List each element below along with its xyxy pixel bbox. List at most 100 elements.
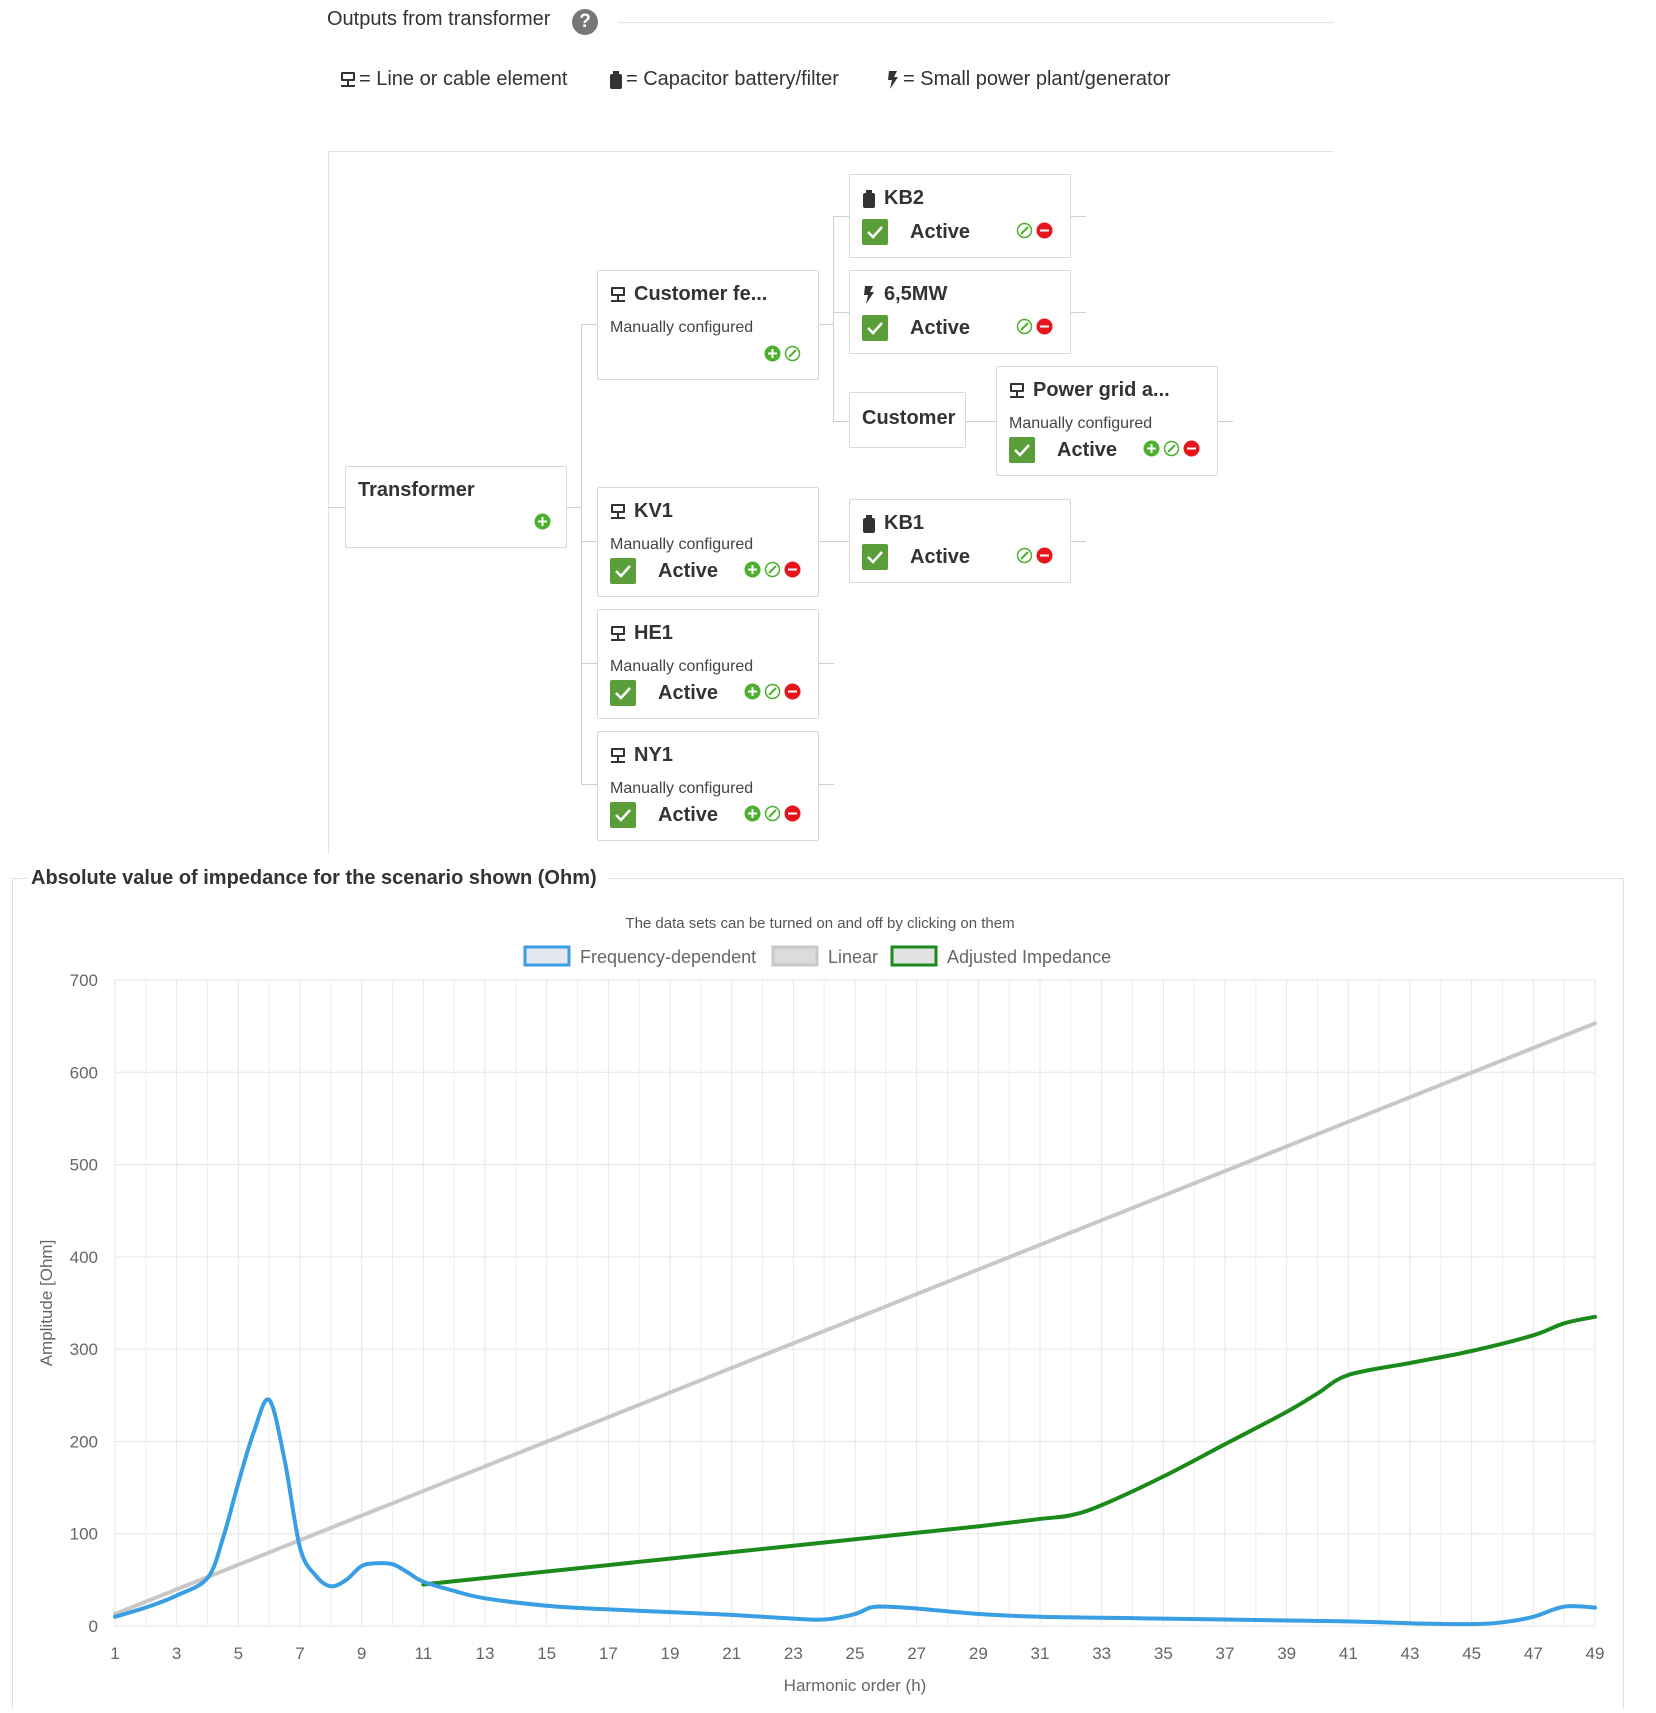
node-subtitle: Manually configured [610,319,754,336]
node-title: KB2 [884,187,925,209]
x-tick-label: 7 [295,1644,304,1663]
y-tick-label: 200 [70,1432,98,1451]
x-tick-label: 11 [415,1644,433,1663]
capacitor-battery-icon [863,189,875,208]
edit-icon[interactable] [764,805,781,822]
x-tick-label: 5 [234,1644,243,1663]
legend-swatch[interactable] [771,945,819,967]
line-cable-icon [611,747,625,763]
node-transformer[interactable]: Transformer [345,466,567,548]
line-cable-icon [611,286,625,302]
legend-swatch[interactable] [523,945,571,967]
legend-swatch[interactable] [890,945,938,967]
node-title: NY1 [634,744,673,766]
remove-icon[interactable] [784,561,801,578]
active-checkbox[interactable] [862,219,888,245]
section-title: Outputs from transformer [327,8,551,30]
edit-icon[interactable] [784,345,801,362]
y-tick-label: 700 [70,971,98,990]
remove-icon[interactable] [784,683,801,700]
node-customer-feeder[interactable]: Customer fe... Manually configured [597,270,819,380]
edit-icon[interactable] [1016,318,1033,335]
legend-label[interactable]: Adjusted Impedance [947,947,1111,967]
remove-icon[interactable] [1036,547,1053,564]
x-tick-label: 1 [110,1644,119,1663]
y-tick-label: 0 [89,1617,98,1636]
x-tick-label: 17 [599,1644,618,1663]
y-tick-label: 400 [70,1248,98,1267]
add-icon[interactable] [764,345,781,362]
node-power-grid[interactable]: Power grid a... Manually configured Acti… [996,366,1218,476]
y-axis-label: Amplitude [Ohm] [37,1240,56,1367]
remove-icon[interactable] [1036,318,1053,335]
active-checkbox[interactable] [610,680,636,706]
node-title: KV1 [634,500,673,522]
x-tick-label: 33 [1092,1644,1111,1663]
x-tick-label: 45 [1462,1644,1481,1663]
x-tick-label: 49 [1586,1644,1605,1663]
remove-icon[interactable] [784,805,801,822]
add-icon[interactable] [744,805,761,822]
x-tick-label: 29 [969,1644,988,1663]
node-title: 6,5MW [884,283,948,305]
x-tick-label: 43 [1401,1644,1420,1663]
legend-text: = Small power plant/generator [903,68,1171,90]
edit-icon[interactable] [1016,222,1033,239]
x-tick-label: 15 [537,1644,556,1663]
series-line-adjusted-impedance [421,1314,1597,1587]
edit-icon[interactable] [1163,440,1180,457]
active-checkbox[interactable] [1009,437,1035,463]
node-title: Customer [862,407,956,429]
active-checkbox[interactable] [862,544,888,570]
chart-panel [12,878,1624,1708]
remove-icon[interactable] [1036,222,1053,239]
x-tick-label: 3 [172,1644,181,1663]
remove-icon[interactable] [1183,440,1200,457]
capacitor-battery-icon [610,70,622,89]
x-tick-label: 19 [661,1644,680,1663]
active-checkbox[interactable] [610,558,636,584]
legend-item-capacitor: = Capacitor battery/filter [609,68,839,91]
node-title: Customer fe... [634,283,768,305]
add-icon[interactable] [534,513,551,530]
legend-label[interactable]: Frequency-dependent [580,947,756,967]
line-cable-icon [341,71,355,87]
node-title: HE1 [634,622,673,644]
x-tick-label: 37 [1216,1644,1235,1663]
legend-label[interactable]: Linear [828,947,878,967]
add-icon[interactable] [1143,440,1160,457]
node-customer[interactable]: Customer [849,392,966,448]
status-label: Active [910,546,971,568]
tree-frame [328,151,1334,152]
node-generator[interactable]: 6,5MW Active [849,270,1071,354]
x-tick-label: 21 [722,1644,741,1663]
add-icon[interactable] [744,683,761,700]
status-label: Active [910,317,971,339]
active-checkbox[interactable] [610,802,636,828]
node-he1[interactable]: HE1 Manually configured Active [597,609,819,719]
active-checkbox[interactable] [862,315,888,341]
x-tick-label: 31 [1031,1644,1050,1663]
x-axis-label: Harmonic order (h) [784,1676,927,1695]
node-kv1[interactable]: KV1 Manually configured Active [597,487,819,597]
node-kb1[interactable]: KB1 Active [849,499,1071,583]
status-label: Active [658,682,719,704]
legend-item-line: = Line or cable element [340,68,567,91]
chart-subtitle: The data sets can be turned on and off b… [625,915,1014,932]
x-tick-label: 13 [476,1644,495,1663]
x-tick-label: 9 [357,1644,366,1663]
capacitor-battery-icon [863,514,875,533]
edit-icon[interactable] [764,561,781,578]
edit-icon[interactable] [764,683,781,700]
lightning-bolt-icon [864,285,874,304]
node-subtitle: Manually configured [610,536,754,553]
node-ny1[interactable]: NY1 Manually configured Active [597,731,819,841]
help-icon[interactable]: ? [572,9,598,35]
series-line-linear [113,1021,1597,1616]
edit-icon[interactable] [1016,547,1033,564]
status-label: Active [1057,439,1118,461]
node-kb2[interactable]: KB2 Active [849,174,1071,258]
add-icon[interactable] [744,561,761,578]
line-cable-icon [611,625,625,641]
legend-text: = Capacitor battery/filter [626,68,839,90]
